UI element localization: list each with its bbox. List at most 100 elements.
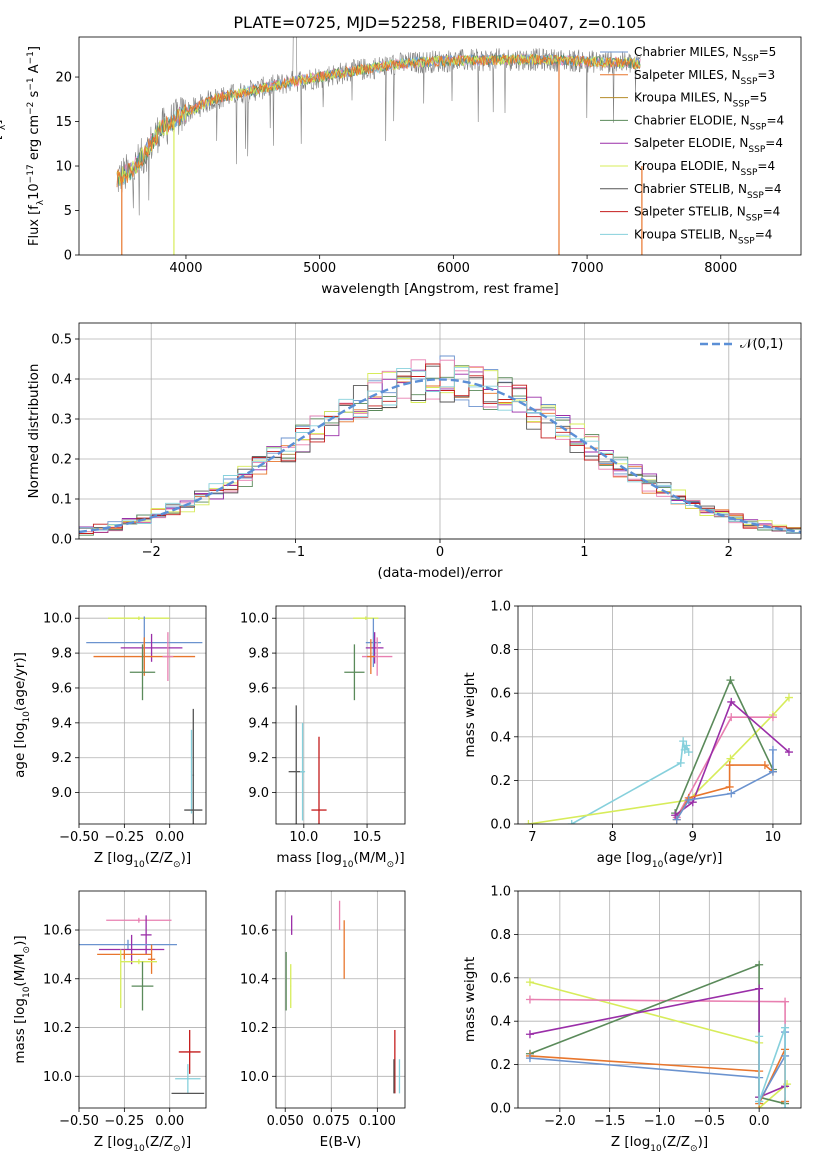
x-tick-label: 8000 bbox=[704, 261, 737, 276]
mass_vs_Z-xlabel-part: Z [log bbox=[94, 1134, 133, 1150]
y-tick-label: 10.6 bbox=[43, 924, 72, 939]
x-tick-label: 5000 bbox=[303, 261, 336, 276]
weight_vs_Z-xlabel-part: Z [log bbox=[611, 1134, 650, 1150]
weight-marker bbox=[755, 1097, 764, 1106]
y-tick-label: 0.2 bbox=[51, 453, 72, 468]
age_vs_Z-xlabel-part: (Z/Z bbox=[145, 850, 173, 866]
axes-frame bbox=[78, 605, 207, 825]
legend-entry-part: SSP bbox=[747, 191, 764, 201]
y-tick-label: 9.8 bbox=[51, 647, 72, 662]
spectrum-panel: 4000 5000 6000 7000 8000 0 5 10 15 20 Chabrier MIL… bbox=[0, 36, 802, 297]
weight-series bbox=[758, 1027, 786, 1108]
legend-entry: 𝒩(0,1) bbox=[740, 337, 783, 352]
axes-frame bbox=[517, 890, 802, 1109]
y-tick-label: 0.2 bbox=[490, 1058, 511, 1073]
mass_vs_Z-ylabel-part: mass [log bbox=[12, 998, 28, 1064]
axes-frame bbox=[78, 890, 207, 1109]
weight_vs_age-xlabel-part: age [log bbox=[597, 850, 652, 866]
y-tick-label: 10.0 bbox=[240, 1070, 269, 1085]
x-tick-label: −0.50 bbox=[59, 830, 99, 845]
legend-entry-part: Chabrier ELODIE, N bbox=[634, 113, 750, 127]
x-tick-label: −1.5 bbox=[594, 1114, 626, 1129]
weight-marker bbox=[768, 713, 777, 722]
axes-frame bbox=[275, 890, 406, 1109]
legend-entry-part: =3 bbox=[757, 68, 775, 82]
weight-marker bbox=[768, 745, 777, 754]
spectrum-ylabel-part: Flux [f bbox=[0, 129, 4, 173]
weight-marker bbox=[525, 995, 534, 1004]
weight-marker bbox=[671, 811, 680, 820]
x-tick-label: 10 bbox=[765, 830, 782, 845]
legend-entry-part: SSP bbox=[746, 214, 763, 224]
weight-marker bbox=[525, 1030, 534, 1039]
weight_vs_age-xlabel-part: 10 bbox=[652, 860, 664, 870]
legend-entry: Salpeter ELODIE, NSSP=4 bbox=[634, 136, 783, 155]
weight_vs_Z-panel: −2.0 −1.5 −1.0 −0.5 0.0 0.0 0.2 0.4 0.6 0.8 1.0 Z [… bbox=[462, 885, 802, 1154]
weight-marker bbox=[784, 693, 793, 702]
weight-marker bbox=[684, 748, 693, 757]
axes-frame bbox=[78, 36, 802, 256]
x-tick-label: 2 bbox=[725, 545, 733, 560]
y-tick-label: 10.2 bbox=[240, 1021, 269, 1036]
spectrum-trace bbox=[116, 37, 641, 216]
weight-marker bbox=[781, 997, 790, 1006]
spectrum-trace bbox=[116, 54, 641, 185]
x-tick-label: 7 bbox=[528, 830, 536, 845]
spectrum-trace bbox=[116, 53, 641, 186]
weight-series bbox=[571, 741, 690, 824]
axes-frame bbox=[275, 605, 406, 825]
x-tick-label: 4000 bbox=[169, 261, 202, 276]
weight_vs_age-xlabel: age [log10(age/yr)] bbox=[597, 850, 723, 870]
y-tick-label: 15 bbox=[55, 115, 72, 130]
age_vs_Z-xlabel-part: 10 bbox=[133, 860, 145, 870]
weight-marker bbox=[676, 758, 685, 767]
y-tick-label: 10.0 bbox=[240, 612, 269, 627]
legend-entry-part: SSP bbox=[733, 100, 750, 110]
mass_vs_ebv-xlabel-part: E(B-V) bbox=[320, 1134, 362, 1150]
legend-entry-part: =4 bbox=[763, 205, 781, 219]
age_vs_Z-ylabel-part: (age/yr)] bbox=[12, 652, 28, 711]
y-tick-label: 0 bbox=[64, 249, 72, 264]
weight-series bbox=[529, 963, 786, 1105]
x-tick-label: 0 bbox=[436, 545, 444, 560]
spectrum-ylabel-part: λ bbox=[0, 124, 8, 130]
y-tick-label: 0.5 bbox=[51, 333, 72, 348]
y-tick-label: 9.2 bbox=[248, 751, 269, 766]
mass_vs_Z-xlabel-part: )] bbox=[181, 1134, 192, 1150]
x-tick-label: −0.25 bbox=[104, 1114, 144, 1129]
x-tick-label: 0.00 bbox=[155, 1114, 184, 1129]
weight-marker bbox=[727, 697, 736, 706]
x-tick-label: −1.0 bbox=[644, 1114, 676, 1129]
weight-marker bbox=[567, 820, 576, 824]
x-tick-label: 1 bbox=[580, 545, 588, 560]
spectrum-ylabel: Flux [fλ] bbox=[0, 120, 8, 173]
weight-marker bbox=[726, 754, 735, 763]
x-tick-label: 0.00 bbox=[155, 830, 184, 845]
weight-marker bbox=[760, 761, 769, 770]
weight_vs_Z-xlabel-part: (Z/Z bbox=[662, 1134, 690, 1150]
spectrum-ylabel: Flux [fλ10−17 erg cm−2 s−1 A−1] bbox=[26, 46, 46, 246]
legend-entry-part: SSP bbox=[738, 236, 755, 246]
legend-entry-part: =4 bbox=[765, 136, 783, 150]
weight-marker bbox=[781, 1023, 790, 1032]
legend-entry-part: SSP bbox=[741, 168, 758, 178]
legend-entry-part: =5 bbox=[759, 45, 777, 59]
spectrum-ylabel-part: ] bbox=[0, 120, 4, 125]
y-tick-label: 0.6 bbox=[490, 687, 511, 702]
spectrum-trace bbox=[116, 53, 641, 186]
weight_vs_Z-xlabel: Z [log10(Z/Z⊙)] bbox=[611, 1134, 708, 1154]
legend-entry-part: =4 bbox=[766, 113, 784, 127]
x-tick-label: 9 bbox=[689, 830, 697, 845]
residuals-xlabel-part: (data-model)/error bbox=[377, 565, 503, 581]
legend-entry-part: Chabrier STELIB, N bbox=[634, 182, 747, 196]
x-tick-label: −2.0 bbox=[544, 1114, 576, 1129]
age_vs_mass-xlabel-part: mass [log bbox=[276, 850, 342, 866]
weight_vs_Z-ylabel: mass weight bbox=[462, 957, 478, 1042]
legend-entry-part: Salpeter MILES, N bbox=[634, 68, 741, 82]
y-tick-label: 0.1 bbox=[51, 493, 72, 508]
weight_vs_age-ylabel-part: mass weight bbox=[462, 672, 478, 757]
spectrum-ylabel-part: ] bbox=[27, 46, 42, 51]
